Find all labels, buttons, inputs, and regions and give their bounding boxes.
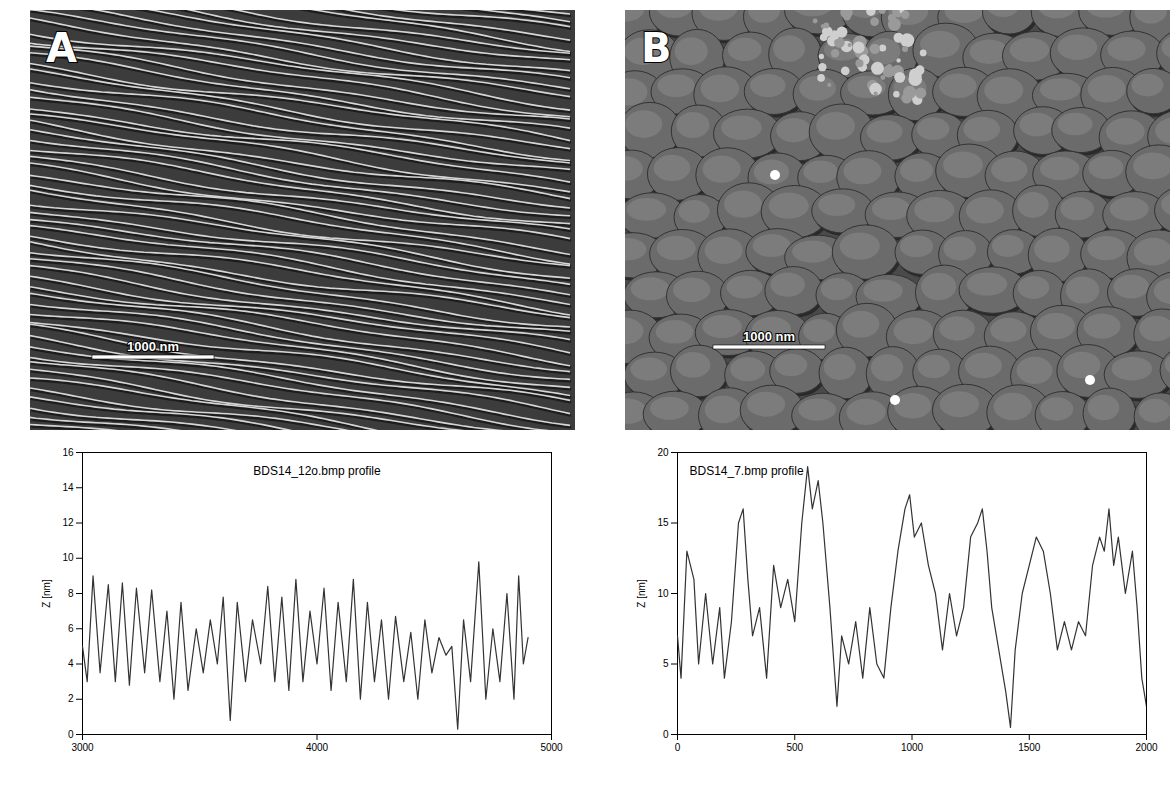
- svg-text:4000: 4000: [306, 742, 329, 753]
- svg-text:16: 16: [62, 447, 74, 458]
- svg-text:1500: 1500: [1018, 742, 1041, 753]
- svg-text:1000 nm: 1000 nm: [743, 329, 795, 344]
- svg-text:2000: 2000: [1135, 742, 1158, 753]
- svg-text:15: 15: [657, 517, 669, 528]
- svg-text:5000: 5000: [540, 742, 563, 753]
- svg-text:0: 0: [68, 729, 74, 740]
- svg-text:4: 4: [68, 658, 74, 669]
- svg-text:12: 12: [62, 517, 74, 528]
- svg-text:10: 10: [657, 588, 669, 599]
- svg-text:BDS14_12o.bmp profile: BDS14_12o.bmp profile: [253, 464, 381, 478]
- svg-text:0: 0: [663, 729, 669, 740]
- svg-text:5: 5: [663, 658, 669, 669]
- svg-text:0: 0: [675, 742, 681, 753]
- svg-text:500: 500: [786, 742, 803, 753]
- svg-text:10: 10: [62, 552, 74, 563]
- svg-text:8: 8: [68, 588, 74, 599]
- svg-text:Z [nm]: Z [nm]: [636, 579, 647, 608]
- svg-text:B: B: [641, 25, 672, 71]
- svg-text:20: 20: [657, 447, 669, 458]
- svg-text:3000: 3000: [71, 742, 94, 753]
- svg-text:1000 nm: 1000 nm: [127, 339, 179, 354]
- svg-text:6: 6: [68, 623, 74, 634]
- svg-text:1000: 1000: [901, 742, 924, 753]
- svg-text:2: 2: [68, 693, 74, 704]
- svg-text:BDS14_7.bmp profile: BDS14_7.bmp profile: [690, 464, 804, 478]
- svg-text:14: 14: [62, 482, 74, 493]
- svg-text:Z [nm]: Z [nm]: [41, 579, 52, 608]
- svg-text:A: A: [46, 25, 77, 71]
